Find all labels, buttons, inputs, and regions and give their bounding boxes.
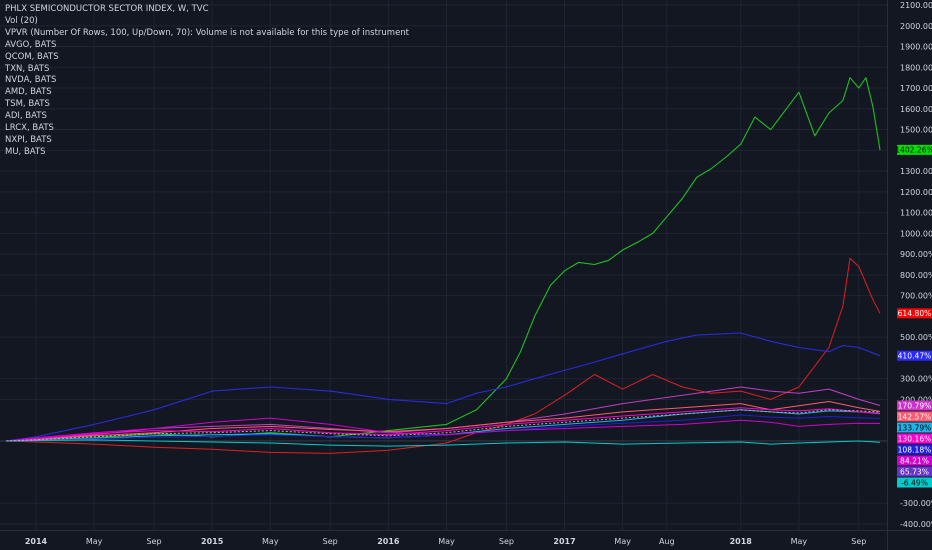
price-label: -6.49% [897, 477, 932, 488]
price-labels: 1402.26% 614.80% 410.47% 170.79% 142.57% 133.… [895, 144, 932, 488]
price-label: 614.80% [897, 308, 932, 319]
x-tick-label: May [86, 537, 103, 546]
series-line [5, 417, 881, 442]
x-tick-label: Aug [659, 537, 675, 546]
price-label-text: 133.79% [898, 423, 932, 432]
price-label: 133.79% [897, 422, 932, 433]
y-tick-label: 500.00% [900, 333, 932, 342]
legend-symbol[interactable]: MU, BATS [5, 146, 46, 157]
legend-symbol[interactable]: NVDA, BATS [5, 75, 57, 86]
y-tick-label: 200.00% [900, 395, 932, 404]
price-label-text: 142.57% [898, 412, 932, 421]
legend-symbol[interactable]: AMD, BATS [5, 87, 52, 98]
series-line [5, 439, 881, 447]
legend-symbol[interactable]: TSM, BATS [5, 99, 50, 110]
price-label-text: 65.73% [900, 467, 929, 476]
x-tick-label: Sep [851, 537, 866, 546]
price-label-text: 130.16% [898, 434, 932, 443]
y-tick-label: 1000.00% [900, 229, 932, 238]
y-tick-label: 1600.00% [900, 105, 932, 114]
y-tick-label: 1500.00% [900, 126, 932, 135]
y-tick-label: 1800.00% [900, 63, 932, 72]
x-tick-label: 2018 [730, 537, 753, 546]
x-tick-label: 2016 [377, 537, 400, 546]
y-tick-label: 300.00% [900, 375, 932, 384]
x-tick-label: May [438, 537, 455, 546]
x-tick-label: 2015 [201, 537, 224, 546]
series-line [5, 414, 881, 442]
series-line [5, 407, 881, 442]
legend-symbol[interactable]: QCOM, BATS [5, 51, 59, 62]
price-label: 84.21% [897, 455, 932, 466]
y-tick-label: 2000.00% [900, 22, 932, 31]
series-line [5, 332, 881, 442]
price-label-text: 84.21% [900, 456, 929, 465]
x-tick-label: Sep [146, 537, 161, 546]
chart-legend: PHLX SEMICONDUCTOR SECTOR INDEX, W, TVC … [5, 4, 409, 159]
series-line [5, 409, 881, 442]
x-tick-label: May [614, 537, 631, 546]
x-tick-label: May [791, 537, 808, 546]
indicator-volume[interactable]: Vol (20) [5, 15, 38, 26]
y-tick-label: 800.00% [900, 271, 932, 280]
series-line [5, 409, 881, 442]
price-label: 130.16% [897, 433, 932, 444]
legend-symbol[interactable]: NXPI, BATS [5, 134, 52, 145]
y-tick-label: 1700.00% [900, 84, 932, 93]
legend-symbol[interactable]: AVGO, BATS [5, 39, 57, 50]
series-line [5, 257, 881, 454]
price-label-text: 170.79% [898, 401, 932, 410]
price-label-text: -6.49% [901, 478, 928, 487]
price-label: 108.18% [897, 444, 932, 455]
x-tick-label: Sep [323, 537, 338, 546]
legend-symbol[interactable]: ADI, BATS [5, 111, 47, 122]
price-label-text: 108.18% [898, 445, 932, 454]
price-label: 142.57% [897, 411, 932, 422]
x-tick-label: Sep [499, 537, 514, 546]
series-layer [5, 77, 881, 454]
price-label: 1402.26% [895, 144, 932, 155]
price-label: 65.73% [897, 466, 932, 477]
grid [0, 0, 887, 530]
x-tick-label: 2014 [25, 537, 48, 546]
y-tick-label: -300.00% [900, 499, 932, 508]
price-label-text: 614.80% [898, 309, 932, 318]
x-axis: 2014 May Sep 2015 May Sep 2016 May Sep 2017 May Aug… [0, 530, 932, 546]
price-label-text: 410.47% [898, 352, 932, 361]
y-tick-label: 900.00% [900, 250, 932, 259]
price-label: 410.47% [897, 350, 932, 361]
price-label: 170.79% [897, 400, 932, 411]
indicator-vpvr[interactable]: VPVR (Number Of Rows, 100, Up/Down, 70):… [5, 27, 410, 38]
legend-symbol[interactable]: TXN, BATS [5, 63, 50, 74]
y-tick-label: 2100.00% [900, 1, 932, 10]
y-tick-label: 1900.00% [900, 43, 932, 52]
y-tick-label: 1300.00% [900, 167, 932, 176]
y-tick-label: 700.00% [900, 292, 932, 301]
x-tick-label: May [262, 537, 279, 546]
legend-symbol[interactable]: LRCX, BATS [5, 123, 54, 134]
price-label-text: 1402.26% [895, 146, 932, 155]
y-axis: 2100.00% 2000.00% 1900.00% 1800.00% 1700.00%… [887, 0, 932, 550]
y-tick-label: 1200.00% [900, 188, 932, 197]
y-tick-label: 1100.00% [900, 209, 932, 218]
x-tick-label: 2017 [553, 537, 575, 546]
series-line [5, 401, 881, 442]
y-tick-label: -400.00% [900, 520, 932, 529]
chart-title[interactable]: PHLX SEMICONDUCTOR SECTOR INDEX, W, TVC [5, 4, 209, 14]
